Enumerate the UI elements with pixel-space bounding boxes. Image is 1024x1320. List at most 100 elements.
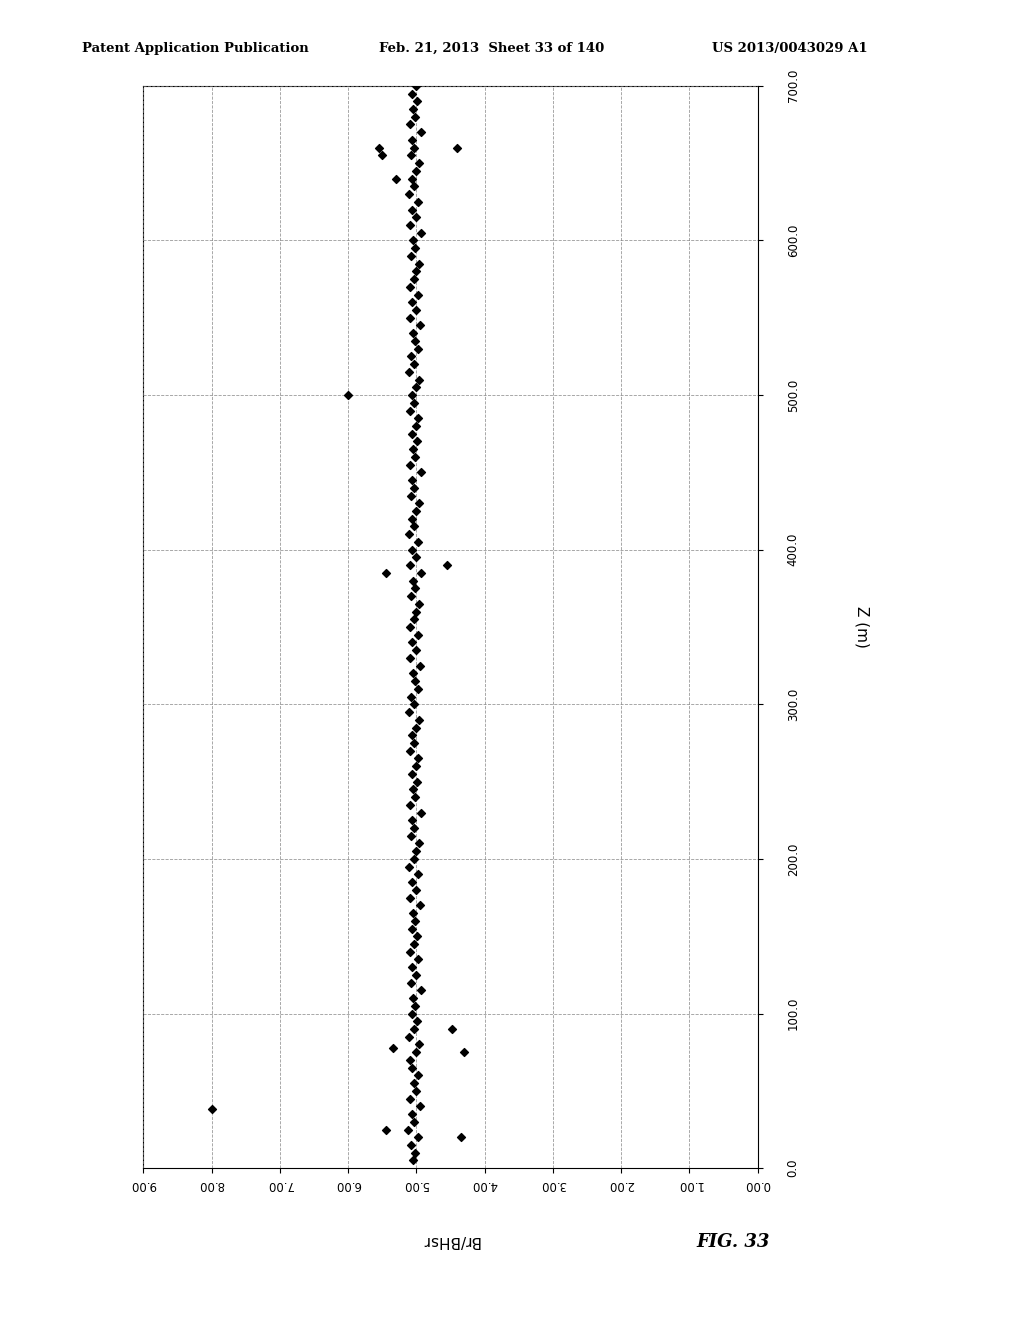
Point	[404, 424, 421, 445]
Point	[409, 160, 425, 181]
Point	[408, 965, 424, 986]
Point	[400, 524, 417, 545]
Point	[453, 1127, 469, 1148]
Point	[413, 462, 429, 483]
Point	[407, 911, 423, 932]
Point	[411, 593, 427, 614]
Point	[411, 833, 427, 854]
Point	[378, 562, 394, 583]
Point	[410, 863, 426, 884]
Point	[409, 771, 425, 792]
Point	[411, 1065, 427, 1086]
Point	[402, 484, 419, 506]
Point	[404, 632, 421, 653]
Point	[404, 199, 421, 220]
Point	[403, 725, 420, 746]
Point	[407, 392, 423, 413]
Point	[403, 508, 420, 529]
Point	[407, 330, 423, 351]
Point	[404, 292, 421, 313]
Point	[407, 446, 423, 467]
Point	[409, 500, 425, 521]
Point	[402, 586, 419, 607]
Point	[409, 841, 425, 862]
Point	[401, 795, 418, 816]
Point	[407, 733, 423, 754]
Point	[410, 338, 426, 359]
Point	[404, 570, 421, 591]
Point	[408, 300, 424, 321]
Point	[409, 1011, 425, 1032]
Point	[402, 346, 419, 367]
Point	[402, 825, 419, 846]
Point	[404, 99, 421, 120]
Text: FIG. 33: FIG. 33	[696, 1233, 770, 1251]
Y-axis label: Z (m): Z (m)	[854, 606, 869, 648]
Point	[378, 1119, 394, 1140]
Point	[404, 438, 421, 459]
Point	[411, 624, 427, 645]
Point	[403, 129, 420, 150]
Point	[410, 1127, 426, 1148]
Point	[407, 578, 423, 599]
Point	[403, 809, 420, 830]
Point	[408, 416, 424, 437]
Point	[406, 694, 422, 715]
Point	[402, 554, 419, 576]
Point	[407, 478, 423, 499]
Point	[409, 717, 425, 738]
Point	[407, 933, 423, 954]
Point	[403, 1003, 420, 1024]
Point	[409, 261, 425, 282]
Point	[409, 376, 425, 397]
Point	[409, 601, 425, 622]
Point	[404, 322, 421, 343]
Point	[411, 253, 427, 275]
Point	[410, 678, 426, 700]
Point	[406, 354, 422, 375]
Point	[401, 454, 418, 475]
Point	[411, 709, 427, 730]
Point	[401, 941, 418, 962]
Text: US 2013/0043029 A1: US 2013/0043029 A1	[712, 42, 867, 55]
Point	[450, 137, 466, 158]
Point	[407, 268, 423, 289]
Point	[404, 903, 421, 924]
Point	[402, 741, 419, 762]
Point	[403, 384, 420, 405]
Point	[403, 917, 420, 939]
Point	[407, 609, 423, 630]
Point	[409, 1041, 425, 1063]
Point	[407, 671, 423, 692]
Point	[402, 308, 419, 329]
Point	[408, 75, 424, 96]
Point	[407, 1142, 423, 1163]
Point	[407, 787, 423, 808]
Point	[404, 871, 421, 892]
Point	[408, 207, 424, 228]
Point	[406, 849, 422, 870]
Point	[403, 168, 420, 189]
Point	[411, 153, 427, 174]
Point	[400, 701, 417, 722]
Point	[404, 763, 421, 784]
Point	[402, 686, 419, 708]
Point	[403, 1104, 420, 1125]
Point	[406, 516, 422, 537]
Point	[411, 949, 427, 970]
Point	[406, 1073, 422, 1094]
Point	[409, 430, 425, 451]
Point	[371, 137, 387, 158]
Point	[404, 539, 421, 560]
Point	[404, 779, 421, 800]
Point	[400, 1119, 417, 1140]
Point	[407, 1111, 423, 1133]
Point	[402, 1049, 419, 1071]
Text: Patent Application Publication: Patent Application Publication	[82, 42, 308, 55]
Point	[401, 114, 418, 135]
Point	[388, 168, 404, 189]
Point	[402, 400, 419, 421]
Point	[413, 562, 429, 583]
Point	[411, 492, 427, 513]
Point	[404, 987, 421, 1008]
